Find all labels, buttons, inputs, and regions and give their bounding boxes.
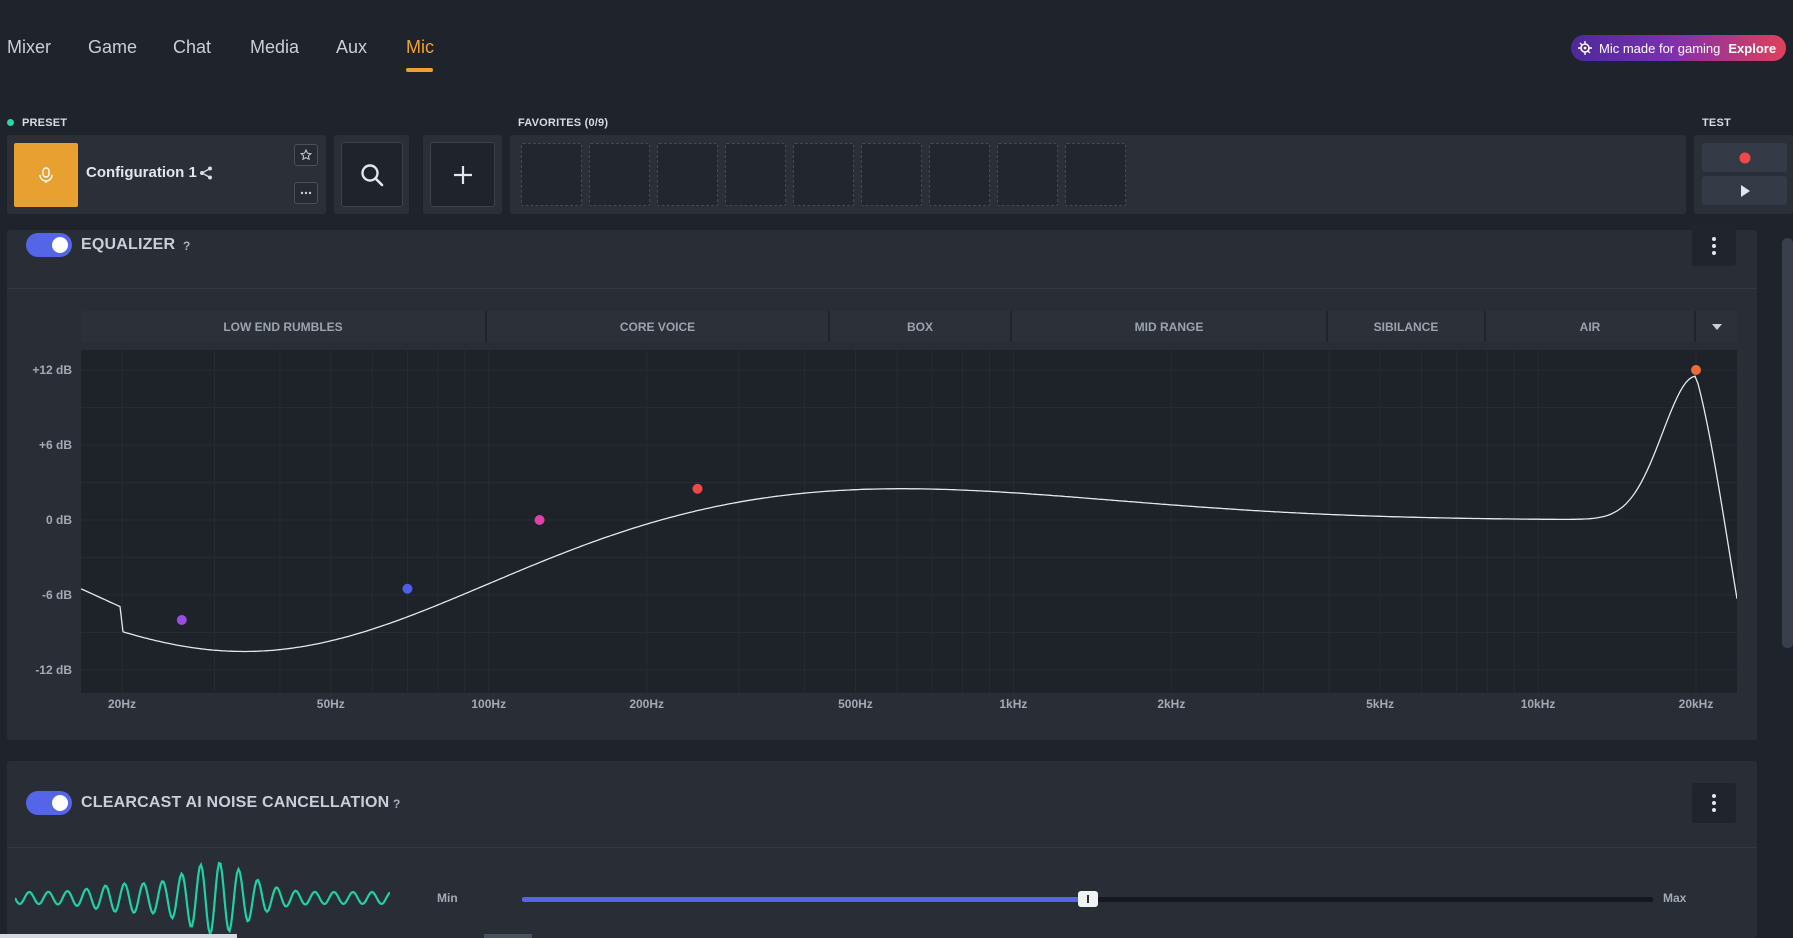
y-tick-label: -6 dB bbox=[42, 588, 72, 602]
preset-panel: Configuration 1 bbox=[7, 135, 326, 214]
equalizer-graph[interactable] bbox=[81, 350, 1737, 693]
steelseries-icon bbox=[1578, 41, 1592, 55]
favorite-slot[interactable] bbox=[521, 143, 582, 206]
slider-thumb[interactable] bbox=[1077, 891, 1098, 907]
promo-banner[interactable]: Mic made for gaming Explore bbox=[1571, 35, 1786, 61]
preset-name[interactable]: Configuration 1 bbox=[86, 164, 197, 181]
equalizer-help-icon[interactable]: ? bbox=[183, 239, 191, 253]
graph-grid bbox=[81, 350, 1737, 693]
band-sibilance[interactable]: SIBILANCE bbox=[1328, 311, 1486, 342]
y-tick-label: +6 dB bbox=[38, 438, 72, 452]
kebab-icon bbox=[1712, 794, 1716, 812]
favorite-star-button[interactable] bbox=[294, 144, 318, 166]
band-dropdown-button[interactable] bbox=[1696, 311, 1737, 342]
clearcast-help-icon[interactable]: ? bbox=[393, 797, 401, 811]
equalizer-title: EQUALIZER bbox=[81, 236, 176, 253]
eq-node-handle[interactable] bbox=[176, 615, 187, 625]
x-tick-label: 50Hz bbox=[316, 697, 345, 711]
band-air[interactable]: AIR bbox=[1486, 311, 1696, 342]
kebab-icon bbox=[1712, 237, 1716, 255]
preset-thumbnail[interactable] bbox=[14, 143, 78, 207]
eq-response-curve bbox=[81, 375, 1737, 653]
band-box[interactable]: BOX bbox=[830, 311, 1012, 342]
eq-node-handle[interactable] bbox=[402, 583, 413, 594]
eq-nodes bbox=[176, 365, 1701, 625]
x-tick-label: 20Hz bbox=[107, 697, 137, 711]
preset-label: PRESET bbox=[22, 117, 68, 129]
y-tick-label: 0 dB bbox=[45, 513, 72, 527]
vertical-scrollbar[interactable] bbox=[1782, 238, 1793, 648]
play-button[interactable] bbox=[1702, 176, 1787, 205]
x-tick-label: 200Hz bbox=[629, 697, 664, 711]
equalizer-toggle[interactable] bbox=[26, 233, 72, 257]
active-tab-indicator bbox=[406, 68, 433, 72]
record-button[interactable] bbox=[1702, 143, 1787, 172]
clearcast-menu-button[interactable] bbox=[1692, 783, 1736, 823]
explore-link[interactable]: Explore bbox=[1728, 40, 1777, 56]
favorite-slot[interactable] bbox=[589, 143, 650, 206]
tab-mic[interactable]: Mic bbox=[406, 37, 434, 57]
play-icon bbox=[1740, 184, 1750, 197]
x-tick-label: 10kHz bbox=[1520, 697, 1556, 711]
share-icon[interactable] bbox=[198, 165, 214, 181]
plus-icon bbox=[453, 165, 472, 184]
search-panel bbox=[334, 135, 409, 214]
favorite-slot[interactable] bbox=[1065, 143, 1126, 206]
favorite-slot[interactable] bbox=[725, 143, 786, 206]
clearcast-toggle[interactable] bbox=[26, 791, 72, 815]
favorite-slot[interactable] bbox=[997, 143, 1058, 206]
x-tick-label: 100Hz bbox=[471, 697, 507, 711]
band-low-end-rumbles[interactable]: LOW END RUMBLES bbox=[81, 311, 487, 342]
favorite-slot[interactable] bbox=[793, 143, 854, 206]
slider-fill bbox=[522, 897, 1088, 902]
test-label: TEST bbox=[1702, 117, 1731, 129]
favorite-slot[interactable] bbox=[929, 143, 990, 206]
noise-cancellation-slider-track[interactable] bbox=[522, 891, 1653, 907]
eq-node-handle[interactable] bbox=[534, 515, 545, 525]
chevron-down-icon bbox=[1711, 323, 1722, 330]
tab-mixer[interactable]: Mixer bbox=[7, 37, 51, 57]
record-icon bbox=[1739, 152, 1750, 163]
eq-node-handle[interactable] bbox=[1691, 365, 1701, 375]
ellipsis-icon bbox=[300, 191, 312, 195]
search-button[interactable] bbox=[341, 142, 403, 207]
clearcast-title: CLEARCAST AI NOISE CANCELLATION bbox=[81, 794, 390, 811]
slider-min-label: Min bbox=[437, 891, 458, 905]
favorite-slot[interactable] bbox=[861, 143, 922, 206]
voice-waveform-icon bbox=[15, 861, 390, 937]
band-core-voice[interactable]: CORE VOICE bbox=[487, 311, 830, 342]
add-panel bbox=[423, 135, 502, 214]
preset-status-dot bbox=[7, 119, 14, 126]
x-tick-label: 5kHz bbox=[1366, 697, 1395, 711]
tab-aux[interactable]: Aux bbox=[336, 37, 368, 57]
search-icon bbox=[361, 163, 384, 186]
tab-game[interactable]: Game bbox=[88, 37, 138, 57]
tab-media[interactable]: Media bbox=[250, 37, 300, 57]
y-tick-label: -12 dB bbox=[35, 663, 72, 677]
favorite-slot[interactable] bbox=[657, 143, 718, 206]
promo-text: Mic made for gaming bbox=[1599, 40, 1721, 56]
y-tick-label: +12 dB bbox=[32, 363, 72, 377]
x-tick-label: 20kHz bbox=[1678, 697, 1714, 711]
tab-chat[interactable]: Chat bbox=[173, 37, 212, 57]
add-preset-button[interactable] bbox=[430, 142, 495, 207]
clearcast-divider bbox=[7, 847, 1757, 848]
clearcast-section bbox=[7, 761, 1757, 938]
equalizer-divider bbox=[7, 288, 1757, 289]
eq-node-handle[interactable] bbox=[692, 483, 703, 494]
x-tick-label: 500Hz bbox=[838, 697, 873, 711]
mic-icon bbox=[39, 167, 53, 183]
x-tick-label: 2kHz bbox=[1157, 697, 1186, 711]
favorites-label: FAVORITES (0/9) bbox=[518, 117, 609, 129]
star-icon bbox=[300, 149, 312, 161]
band-mid-range[interactable]: MID RANGE bbox=[1012, 311, 1328, 342]
x-tick-label: 1kHz bbox=[999, 697, 1028, 711]
equalizer-menu-button[interactable] bbox=[1692, 226, 1736, 266]
horizontal-scroll-marker bbox=[484, 934, 532, 938]
more-options-button[interactable] bbox=[294, 182, 318, 204]
horizontal-scroll-thumb[interactable] bbox=[0, 934, 237, 938]
slider-max-label: Max bbox=[1663, 891, 1687, 905]
